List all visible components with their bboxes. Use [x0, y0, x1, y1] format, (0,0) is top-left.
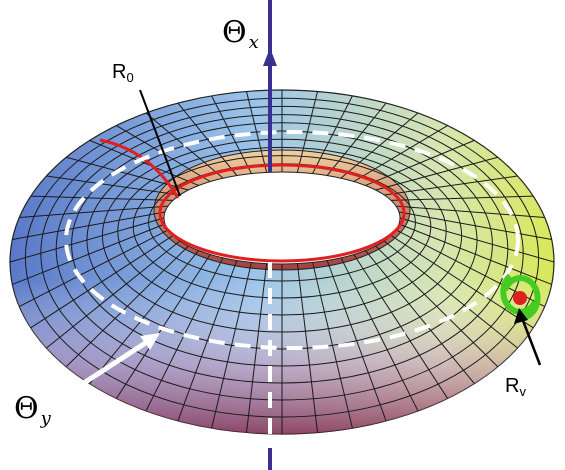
rv-label: Rv [505, 375, 526, 399]
axis-arrow [263, 48, 277, 66]
symbol: R [505, 375, 519, 397]
subscript: y [40, 408, 52, 429]
symbol: Θ [14, 391, 39, 426]
torus-diagram: Θx R0 Θy Rv [0, 0, 565, 470]
symbol: R [112, 61, 126, 83]
subscript: 0 [126, 70, 133, 85]
symbol: Θ [222, 15, 247, 50]
rv-point [513, 291, 527, 305]
r0-label: R0 [112, 61, 134, 85]
subscript: x [249, 32, 259, 53]
subscript: v [519, 384, 526, 399]
